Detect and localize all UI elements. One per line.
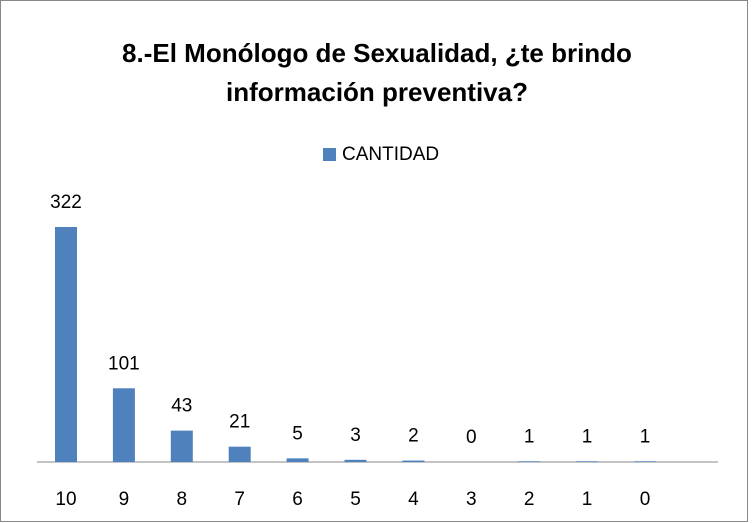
x-tick-label: 9 <box>119 489 130 510</box>
x-tick-label: 4 <box>408 489 419 510</box>
data-label: 101 <box>108 353 140 374</box>
data-label: 322 <box>50 192 82 213</box>
x-tick-label: 8 <box>177 489 188 510</box>
x-tick-label: 1 <box>582 489 593 510</box>
data-label: 43 <box>171 396 192 417</box>
x-tick-label: 6 <box>292 489 303 510</box>
x-tick-label: 2 <box>524 489 535 510</box>
bar <box>634 461 656 462</box>
chart-title: 8.-El Monólogo de Sexualidad, ¿te brindo… <box>122 38 632 107</box>
data-label: 1 <box>524 426 535 447</box>
bar <box>228 446 251 462</box>
legend-swatch <box>323 148 336 161</box>
x-tick-label: 10 <box>55 489 76 510</box>
data-label: 5 <box>292 423 303 444</box>
x-tick-label: 5 <box>350 489 361 510</box>
x-tick-label: 0 <box>640 489 651 510</box>
bar <box>286 458 309 462</box>
data-label: 1 <box>582 426 593 447</box>
bar <box>518 461 541 462</box>
data-label: 3 <box>350 425 361 446</box>
bar <box>55 227 77 462</box>
data-label: 1 <box>640 426 651 447</box>
data-label: 21 <box>229 412 250 433</box>
bar <box>112 388 135 462</box>
x-tick-label: 3 <box>466 489 477 510</box>
bar <box>402 460 425 462</box>
data-label: 2 <box>408 426 419 447</box>
legend-label: CANTIDAD <box>342 144 439 165</box>
bar <box>170 430 193 462</box>
x-tick-label: 7 <box>234 489 245 510</box>
bar <box>576 461 599 462</box>
bar <box>344 459 367 462</box>
data-label: 0 <box>466 427 477 448</box>
